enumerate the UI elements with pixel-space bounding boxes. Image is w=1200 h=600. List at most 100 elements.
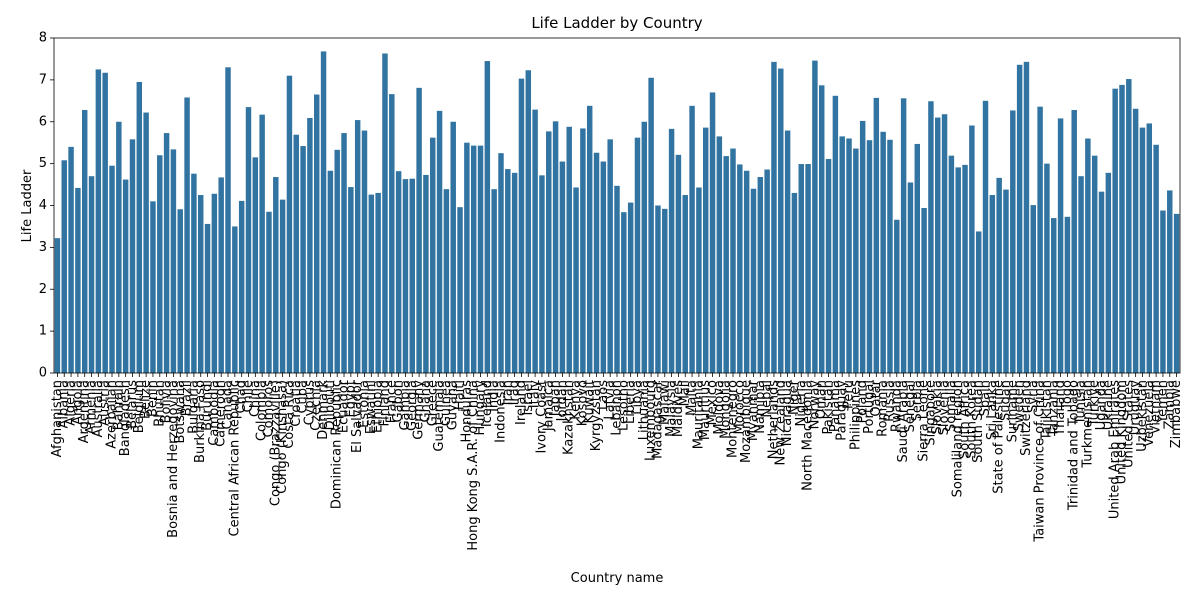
bar-greece bbox=[430, 137, 436, 373]
x-tick-label: Jordan bbox=[555, 380, 570, 422]
bar-panama bbox=[832, 95, 839, 373]
bar-germany bbox=[416, 87, 422, 373]
bar-belize bbox=[143, 112, 149, 373]
bar-guyana bbox=[450, 121, 456, 373]
x-tick-label: Taiwan Province of China bbox=[1033, 380, 1048, 543]
y-tick-label: 5 bbox=[39, 156, 47, 171]
bar-bulgaria bbox=[191, 173, 197, 373]
bar-serbia bbox=[914, 143, 920, 373]
x-tick-label: State of Palestine bbox=[992, 380, 1007, 494]
x-tick-label: Philippines bbox=[848, 380, 863, 450]
bar-sri-lanka bbox=[989, 195, 996, 373]
bar-united-kingdom bbox=[1119, 84, 1125, 374]
bar-slovenia bbox=[941, 114, 948, 374]
x-tick-label: United Arab Emirates bbox=[1108, 380, 1123, 519]
x-tick-label: Slovenia bbox=[937, 380, 952, 435]
bar-el-salvador bbox=[354, 120, 361, 373]
y-axis: 0 1 2 3 4 5 6 7 8 bbox=[39, 31, 54, 381]
x-tick-label: Russia bbox=[882, 380, 897, 422]
bar-norway bbox=[812, 60, 818, 374]
x-tick-label: Armenia bbox=[84, 380, 99, 435]
bar-iran bbox=[505, 169, 511, 373]
bar-suriname bbox=[1010, 110, 1016, 373]
x-tick-label: Pakistan bbox=[821, 380, 836, 434]
bar-hungary bbox=[477, 145, 484, 373]
bar-brazil bbox=[184, 97, 190, 374]
bar-estonia bbox=[361, 130, 368, 373]
bar-latvia bbox=[607, 139, 613, 373]
bar-south-africa bbox=[962, 164, 968, 373]
x-tick-label: Japan bbox=[548, 380, 563, 417]
x-tick-label: Honduras bbox=[459, 380, 474, 443]
x-tick-label: Rwanda bbox=[889, 380, 904, 432]
bar-finland bbox=[382, 53, 388, 374]
x-tick-label: South Sudan bbox=[971, 380, 986, 463]
bar-india bbox=[491, 189, 497, 373]
x-tick-label: Chile bbox=[241, 380, 256, 413]
x-tick-label: Croatia bbox=[289, 380, 304, 427]
bar-lebanon bbox=[614, 185, 620, 373]
bar-bhutan bbox=[157, 155, 163, 373]
bar-saudi-arabia bbox=[900, 98, 907, 374]
bar-syria bbox=[1030, 205, 1037, 373]
bar-malaysia bbox=[668, 128, 675, 373]
bar-albania bbox=[61, 160, 67, 373]
x-tick-label: Somaliland region bbox=[951, 380, 966, 497]
x-tick-label: Uganda bbox=[1094, 380, 1109, 430]
bar-united-arab-emirates bbox=[1112, 88, 1118, 374]
x-tick-label: Estonia bbox=[357, 380, 372, 428]
bar-iraq bbox=[511, 172, 518, 373]
bar-thailand bbox=[1057, 118, 1064, 374]
x-tick-label: India bbox=[487, 380, 502, 412]
x-tick-label: Venezuela bbox=[1142, 380, 1157, 447]
bar-italy bbox=[532, 109, 538, 374]
bar-vietnam bbox=[1153, 144, 1159, 373]
x-tick-label: Hong Kong S.A.R. of China bbox=[466, 380, 481, 551]
x-tick-label: Angola bbox=[70, 380, 85, 425]
x-tick-label: Albania bbox=[57, 380, 72, 429]
x-tick-label: Mali bbox=[678, 380, 693, 406]
x-tick-label: Thailand bbox=[1053, 380, 1068, 437]
x-tick-label: Paraguay bbox=[835, 380, 850, 441]
x-tick-label: Kazakhstan bbox=[562, 380, 577, 455]
x-tick-label: Senegal bbox=[903, 380, 918, 432]
x-tick-label: Bosnia and Herzegovina bbox=[166, 380, 181, 538]
x-tick-label: Chad bbox=[234, 380, 249, 414]
x-tick-label: Togo bbox=[1060, 380, 1075, 411]
x-tick-label: United States bbox=[1121, 380, 1136, 468]
x-tick-label: Somalia bbox=[944, 380, 959, 432]
bar-argentina bbox=[81, 110, 88, 374]
x-tick-label: Congo (Kinshasa) bbox=[275, 380, 290, 494]
bar-paraguay bbox=[839, 136, 845, 373]
bar-algeria bbox=[68, 146, 74, 373]
bar-morocco bbox=[737, 164, 743, 373]
bar-laos bbox=[600, 161, 607, 373]
bar-afghanistan bbox=[54, 238, 61, 373]
x-tick-label: Romania bbox=[876, 380, 891, 437]
x-tick-label: Zambia bbox=[1162, 380, 1177, 429]
x-tick-label: Indonesia bbox=[493, 380, 508, 443]
bar-cambodia bbox=[211, 193, 218, 373]
x-tick-label: Libya bbox=[630, 380, 645, 415]
x-tick-label: Gabon bbox=[391, 380, 406, 423]
x-tick-label: Mexico bbox=[705, 380, 720, 425]
bar-turkiye bbox=[1091, 155, 1098, 373]
x-tick-label: Georgia bbox=[405, 380, 420, 431]
x-tick-label: Guyana bbox=[446, 380, 461, 430]
x-tick-label: United Kingdom bbox=[1114, 380, 1129, 484]
x-tick-label: Sri Lanka bbox=[985, 380, 1000, 440]
x-tick-label: South Africa bbox=[958, 380, 973, 459]
bar-belgium bbox=[136, 81, 143, 373]
bar-singapore bbox=[928, 101, 934, 373]
x-tick-label: Denmark bbox=[316, 380, 331, 440]
x-tick-label: Serbia bbox=[910, 380, 925, 421]
x-tick-label: Syria bbox=[1026, 380, 1041, 413]
bar-moldova bbox=[716, 136, 723, 373]
bar-mauritius bbox=[702, 127, 709, 373]
bar-poland bbox=[859, 120, 866, 373]
bar-zambia bbox=[1167, 190, 1173, 373]
bar-luxembourg bbox=[648, 77, 654, 373]
bar-jordan bbox=[559, 161, 566, 373]
x-tick-label: Argentina bbox=[77, 380, 92, 443]
x-tick-label: Oman bbox=[814, 380, 829, 419]
